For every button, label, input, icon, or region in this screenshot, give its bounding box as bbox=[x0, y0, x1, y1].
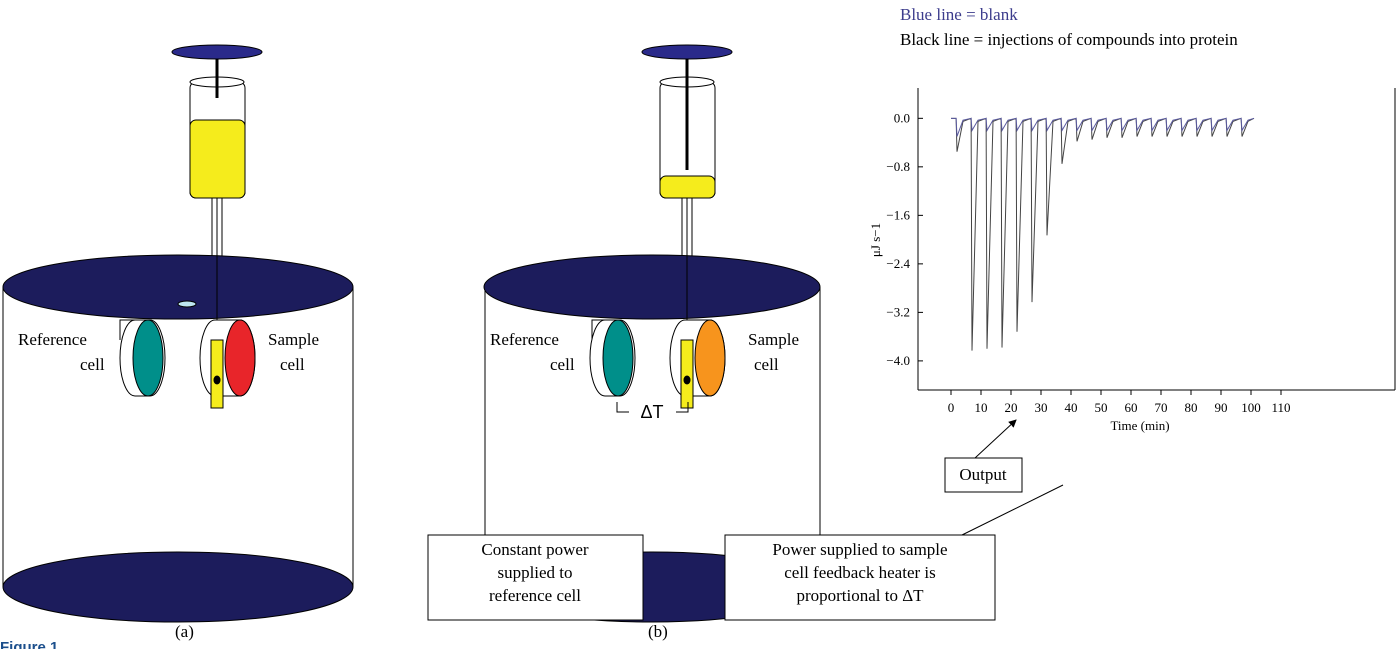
series-line bbox=[951, 118, 1254, 350]
x-tick-label: 60 bbox=[1125, 400, 1138, 415]
y-tick-label: −0.8 bbox=[886, 159, 910, 174]
x-tick-label: 0 bbox=[948, 400, 955, 415]
panel-label: (b) bbox=[648, 622, 668, 641]
ref-label: cell bbox=[80, 355, 105, 374]
x-tick-label: 90 bbox=[1215, 400, 1228, 415]
ref-label: Reference bbox=[18, 330, 87, 349]
box-text: reference cell bbox=[489, 586, 581, 605]
panel-label: (a) bbox=[175, 622, 194, 641]
x-tick-label: 30 bbox=[1035, 400, 1048, 415]
box-text: proportional to ΔT bbox=[796, 586, 924, 605]
box-text: cell feedback heater is bbox=[784, 563, 936, 582]
delta-t: ΔT bbox=[640, 402, 663, 422]
x-tick-label: 40 bbox=[1065, 400, 1078, 415]
sample-label: Sample bbox=[748, 330, 799, 349]
x-tick-label: 70 bbox=[1155, 400, 1168, 415]
x-tick-label: 20 bbox=[1005, 400, 1018, 415]
x-tick-label: 50 bbox=[1095, 400, 1108, 415]
x-tick-label: 10 bbox=[975, 400, 988, 415]
figure-label: Figure 1 bbox=[0, 639, 58, 649]
box-text: Constant power bbox=[481, 540, 589, 559]
x-tick-label: 100 bbox=[1241, 400, 1261, 415]
y-tick-label: −3.2 bbox=[886, 304, 910, 319]
x-axis-label: Time (min) bbox=[1110, 418, 1169, 433]
chart: Blue line = blank Black line = injection… bbox=[868, 5, 1395, 433]
figure: ΔT Reference cell Sample cell Reference … bbox=[0, 0, 1399, 649]
y-axis-label: μJ s−1 bbox=[868, 223, 883, 257]
sample-label: Sample bbox=[268, 330, 319, 349]
y-tick-label: 0.0 bbox=[894, 110, 910, 125]
y-tick-label: −1.6 bbox=[886, 207, 910, 222]
box-text: supplied to bbox=[497, 563, 572, 582]
legend-entry: Blue line = blank bbox=[900, 5, 1018, 24]
y-tick-label: −4.0 bbox=[886, 353, 910, 368]
ref-label: cell bbox=[550, 355, 575, 374]
box-text: Power supplied to sample bbox=[772, 540, 947, 559]
y-tick-label: −2.4 bbox=[886, 256, 910, 271]
x-tick-label: 110 bbox=[1271, 400, 1290, 415]
box-text: Output bbox=[959, 465, 1007, 484]
x-tick-label: 80 bbox=[1185, 400, 1198, 415]
sample-label: cell bbox=[280, 355, 305, 374]
sample-label: cell bbox=[754, 355, 779, 374]
arrow bbox=[975, 420, 1016, 458]
series-line bbox=[951, 118, 1254, 136]
legend-entry: Black line = injections of compounds int… bbox=[900, 30, 1238, 49]
ref-label: Reference bbox=[490, 330, 559, 349]
